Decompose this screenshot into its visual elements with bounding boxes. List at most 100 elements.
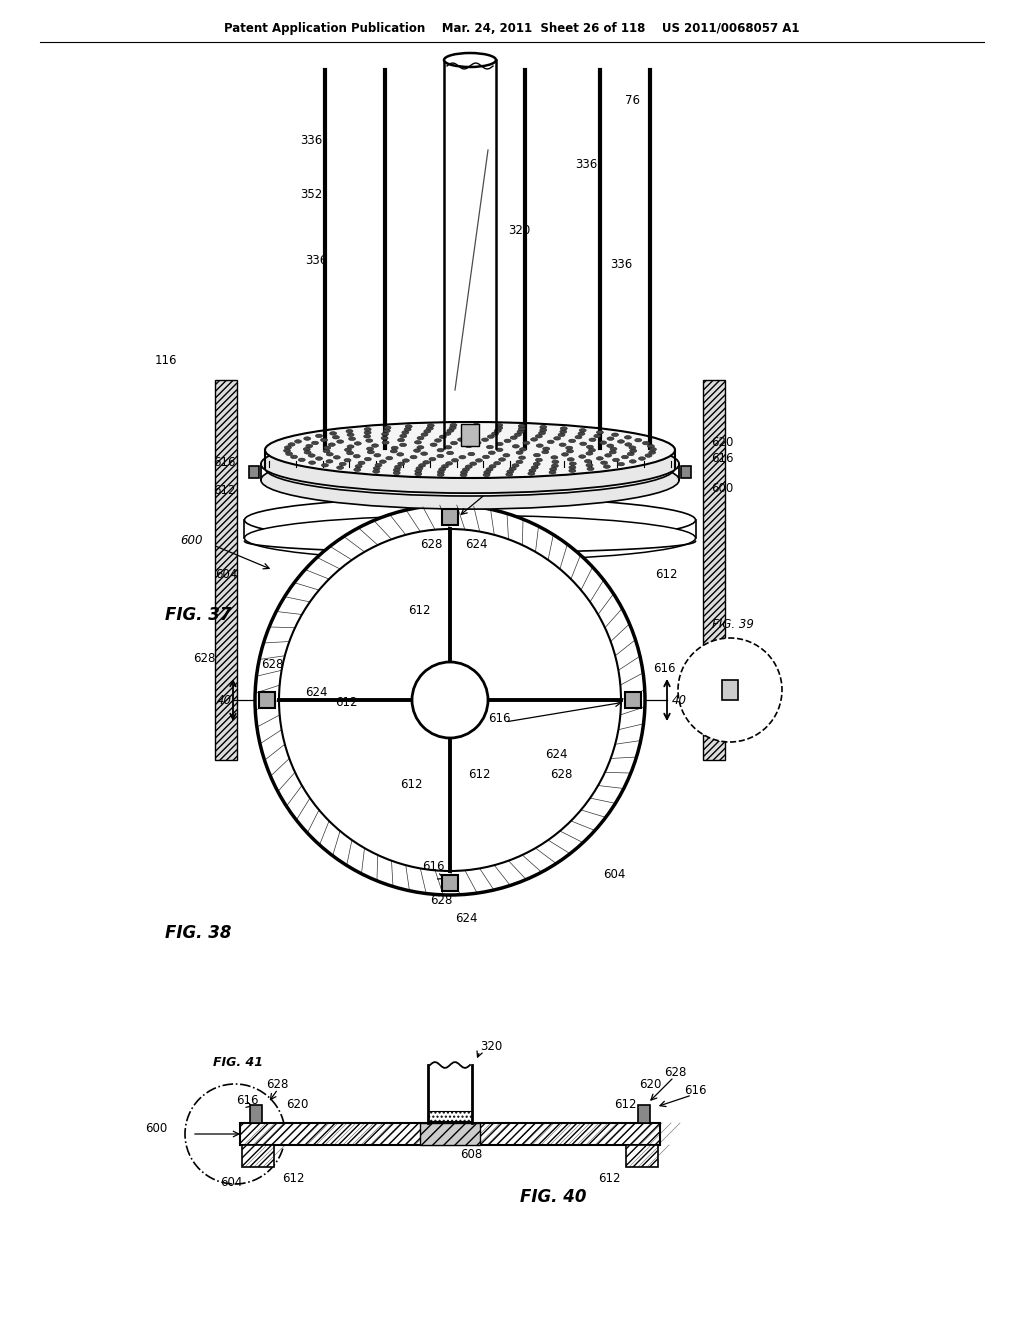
Ellipse shape bbox=[628, 453, 634, 455]
Ellipse shape bbox=[483, 473, 490, 477]
Ellipse shape bbox=[504, 440, 511, 442]
Ellipse shape bbox=[347, 445, 354, 449]
Circle shape bbox=[412, 663, 488, 738]
Ellipse shape bbox=[642, 441, 649, 445]
Ellipse shape bbox=[401, 430, 409, 434]
Ellipse shape bbox=[587, 445, 594, 449]
Ellipse shape bbox=[495, 429, 502, 433]
Ellipse shape bbox=[568, 440, 575, 442]
Ellipse shape bbox=[434, 438, 441, 442]
Ellipse shape bbox=[561, 453, 568, 457]
Ellipse shape bbox=[487, 434, 495, 438]
Ellipse shape bbox=[416, 466, 423, 470]
Ellipse shape bbox=[460, 474, 467, 477]
Ellipse shape bbox=[308, 454, 315, 457]
Ellipse shape bbox=[379, 459, 386, 463]
Ellipse shape bbox=[516, 461, 523, 463]
Ellipse shape bbox=[509, 467, 516, 470]
Ellipse shape bbox=[559, 444, 566, 446]
Ellipse shape bbox=[568, 469, 575, 473]
Ellipse shape bbox=[437, 473, 444, 477]
Ellipse shape bbox=[414, 449, 421, 453]
Ellipse shape bbox=[421, 451, 428, 455]
Ellipse shape bbox=[285, 446, 292, 449]
Ellipse shape bbox=[471, 429, 477, 432]
Ellipse shape bbox=[609, 450, 616, 454]
Ellipse shape bbox=[396, 453, 403, 457]
Ellipse shape bbox=[393, 471, 400, 475]
Ellipse shape bbox=[530, 438, 538, 441]
Text: 616: 616 bbox=[213, 455, 236, 469]
Ellipse shape bbox=[482, 455, 489, 458]
Ellipse shape bbox=[334, 455, 340, 459]
Ellipse shape bbox=[528, 469, 536, 473]
Ellipse shape bbox=[382, 441, 389, 445]
Ellipse shape bbox=[630, 449, 637, 453]
Ellipse shape bbox=[542, 450, 549, 454]
Ellipse shape bbox=[611, 433, 618, 437]
Ellipse shape bbox=[560, 430, 566, 433]
Ellipse shape bbox=[347, 433, 354, 437]
Text: 336: 336 bbox=[305, 253, 328, 267]
Ellipse shape bbox=[397, 462, 404, 466]
Ellipse shape bbox=[534, 462, 541, 466]
Ellipse shape bbox=[554, 437, 561, 440]
Ellipse shape bbox=[565, 446, 572, 450]
Ellipse shape bbox=[308, 461, 315, 465]
Ellipse shape bbox=[625, 442, 632, 446]
Ellipse shape bbox=[452, 458, 459, 462]
Text: 604: 604 bbox=[603, 869, 626, 882]
Ellipse shape bbox=[459, 455, 466, 459]
Ellipse shape bbox=[540, 425, 547, 429]
Bar bbox=[703, 380, 725, 760]
Ellipse shape bbox=[402, 459, 410, 462]
Ellipse shape bbox=[489, 465, 496, 469]
Text: 604: 604 bbox=[215, 569, 238, 582]
Ellipse shape bbox=[523, 441, 529, 445]
Ellipse shape bbox=[468, 453, 475, 455]
Ellipse shape bbox=[531, 466, 539, 470]
Ellipse shape bbox=[355, 465, 362, 469]
Text: 628: 628 bbox=[664, 1067, 686, 1080]
Ellipse shape bbox=[327, 453, 333, 455]
Ellipse shape bbox=[399, 434, 407, 438]
Ellipse shape bbox=[382, 433, 388, 436]
Ellipse shape bbox=[569, 462, 577, 466]
Ellipse shape bbox=[324, 446, 331, 450]
Ellipse shape bbox=[437, 470, 444, 474]
Ellipse shape bbox=[603, 465, 610, 469]
Ellipse shape bbox=[329, 444, 335, 446]
Circle shape bbox=[185, 1084, 285, 1184]
Ellipse shape bbox=[446, 451, 454, 454]
Ellipse shape bbox=[497, 442, 503, 446]
Ellipse shape bbox=[339, 462, 346, 466]
Ellipse shape bbox=[518, 428, 525, 430]
Text: Patent Application Publication    Mar. 24, 2011  Sheet 26 of 118    US 2011/0068: Patent Application Publication Mar. 24, … bbox=[224, 22, 800, 36]
Ellipse shape bbox=[366, 438, 373, 442]
Ellipse shape bbox=[417, 446, 424, 449]
Text: 612: 612 bbox=[408, 603, 430, 616]
Ellipse shape bbox=[245, 516, 695, 561]
Ellipse shape bbox=[567, 458, 574, 461]
Text: 336: 336 bbox=[575, 158, 597, 172]
Ellipse shape bbox=[295, 440, 301, 444]
Ellipse shape bbox=[519, 447, 526, 451]
Circle shape bbox=[279, 529, 621, 871]
Ellipse shape bbox=[647, 445, 654, 447]
Text: 620: 620 bbox=[286, 1098, 308, 1111]
Text: 612: 612 bbox=[400, 779, 423, 792]
Text: 620: 620 bbox=[639, 1078, 662, 1092]
Ellipse shape bbox=[393, 469, 400, 471]
Text: 616: 616 bbox=[711, 453, 733, 466]
Bar bbox=[722, 680, 738, 700]
Ellipse shape bbox=[315, 434, 323, 438]
Ellipse shape bbox=[439, 436, 446, 438]
Ellipse shape bbox=[417, 437, 424, 440]
Ellipse shape bbox=[358, 461, 365, 465]
Ellipse shape bbox=[617, 462, 625, 466]
Ellipse shape bbox=[512, 463, 519, 467]
Ellipse shape bbox=[550, 467, 557, 471]
Ellipse shape bbox=[518, 455, 525, 459]
Ellipse shape bbox=[536, 458, 543, 462]
Text: 320: 320 bbox=[508, 223, 530, 236]
